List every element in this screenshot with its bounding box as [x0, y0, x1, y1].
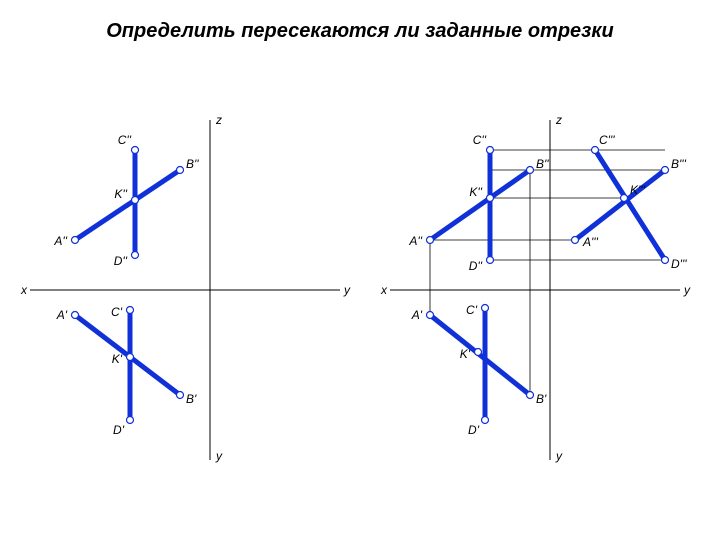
- svg-text:D'': D'': [469, 259, 483, 273]
- svg-text:y: y: [683, 283, 691, 297]
- svg-text:C'': C'': [473, 133, 487, 147]
- svg-text:C''': C''': [599, 133, 615, 147]
- svg-text:D': D': [468, 423, 480, 437]
- diagram-container: x y z y A'' B'' C'' D'' K'' A' B' C' D' K' x y z y A'' B'' C…: [0, 90, 720, 510]
- svg-text:C'': C'': [118, 133, 132, 147]
- svg-text:A'': A'': [53, 234, 67, 248]
- svg-text:D': D': [113, 423, 125, 437]
- svg-text:K''': K''': [630, 183, 646, 197]
- svg-text:y: y: [343, 283, 351, 297]
- svg-text:A': A': [411, 308, 423, 322]
- svg-text:z: z: [215, 113, 222, 127]
- svg-text:x: x: [20, 283, 28, 297]
- page-title: Определить пересекаются ли заданные отре…: [0, 20, 720, 43]
- svg-text:B''': B''': [671, 157, 687, 171]
- svg-text:K'': K'': [469, 185, 482, 199]
- diagram-svg: x y z y A'' B'' C'' D'' K'' A' B' C' D' K' x y z y A'' B'' C…: [0, 90, 720, 490]
- svg-text:y: y: [215, 449, 223, 463]
- svg-text:x: x: [380, 283, 388, 297]
- svg-text:B': B': [186, 392, 197, 406]
- svg-text:B'': B'': [186, 157, 199, 171]
- svg-text:C': C': [466, 303, 478, 317]
- svg-text:K'': K'': [114, 187, 127, 201]
- svg-text:K': K': [460, 347, 471, 361]
- svg-text:A': A': [56, 308, 68, 322]
- svg-text:D'': D'': [114, 254, 128, 268]
- svg-text:B': B': [536, 392, 547, 406]
- svg-text:A'': A'': [408, 234, 422, 248]
- svg-text:K': K': [112, 352, 123, 366]
- svg-text:y: y: [555, 449, 563, 463]
- svg-text:z: z: [555, 113, 562, 127]
- svg-text:A''': A''': [582, 235, 599, 249]
- svg-text:B'': B'': [536, 157, 549, 171]
- svg-text:D''': D''': [671, 257, 687, 271]
- svg-text:C': C': [111, 305, 123, 319]
